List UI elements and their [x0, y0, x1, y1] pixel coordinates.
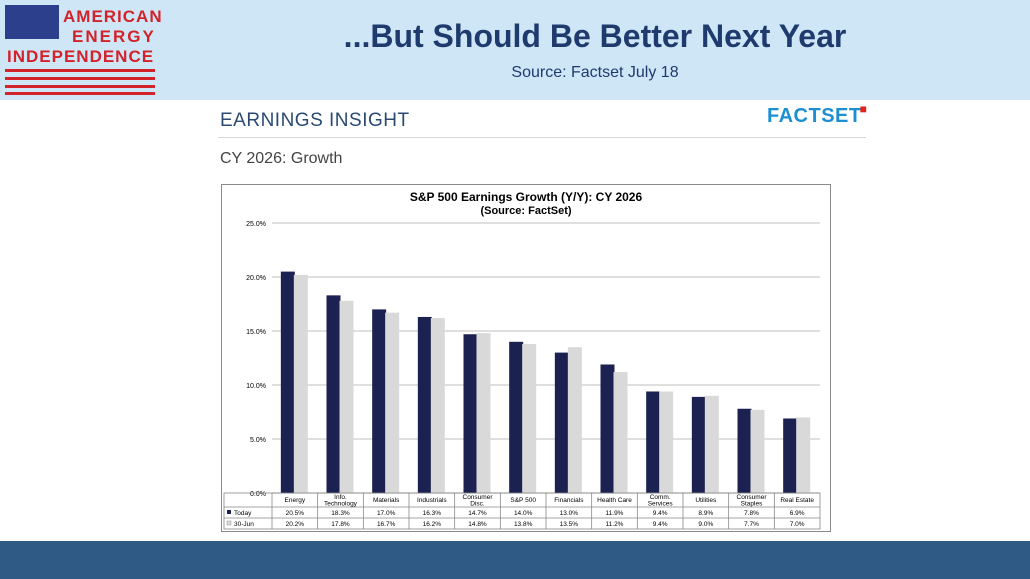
bar-30jun	[476, 333, 491, 493]
slide-footer	[0, 541, 1030, 579]
legend-swatch	[226, 520, 232, 526]
x-tick-label: Info.	[334, 494, 347, 501]
earnings-insight-label: EARNINGS INSIGHT	[220, 110, 410, 131]
data-label: 8.9%	[698, 510, 713, 517]
data-label: 20.2%	[286, 521, 305, 528]
x-tick-label: Real Estate	[780, 497, 814, 504]
bar-30jun	[796, 417, 811, 493]
data-label: 17.0%	[377, 510, 396, 517]
data-label: 16.7%	[377, 521, 396, 528]
y-tick-label: 0.0%	[250, 491, 266, 498]
data-label: 17.8%	[331, 521, 350, 528]
chart-heading: CY 2026: Growth	[220, 150, 343, 167]
factset-logo: FACTSET■	[767, 102, 869, 128]
bar-today	[280, 271, 295, 493]
logo-line-1: AMERICAN	[63, 7, 163, 26]
data-label: 13.5%	[560, 521, 579, 528]
chart-subtitle: (Source: FactSet)	[480, 205, 571, 217]
bar-today	[326, 295, 341, 493]
bar-today	[463, 334, 478, 493]
x-tick-label: Disc.	[470, 501, 485, 508]
x-tick-label: Staples	[741, 501, 763, 508]
bar-30jun	[659, 391, 674, 493]
data-label: 16.3%	[423, 510, 442, 517]
aei-logo: AMERICAN ENERGY INDEPENDENCE	[5, 5, 162, 95]
x-tick-label: Consumer	[463, 494, 494, 501]
logo-line-3: INDEPENDENCE	[7, 47, 155, 66]
data-label: 7.0%	[790, 521, 805, 528]
bar-30jun	[522, 343, 537, 493]
bar-today	[646, 391, 661, 493]
x-tick-label: S&P 500	[510, 497, 536, 504]
data-label: 7.7%	[744, 521, 759, 528]
x-tick-label: Health Care	[597, 497, 632, 504]
divider	[218, 137, 866, 138]
legend-label: 30-Jun	[234, 521, 254, 528]
x-tick-label: Services	[648, 501, 674, 508]
chart-frame: S&P 500 Earnings Growth (Y/Y): CY 2026 (…	[221, 184, 831, 532]
bar-30jun	[750, 409, 765, 493]
bar-today	[737, 408, 752, 493]
bar-30jun	[567, 347, 582, 493]
factset-dot-icon: ■	[859, 102, 868, 116]
x-tick-label: Utilities	[695, 497, 717, 504]
y-tick-label: 20.0%	[246, 275, 266, 282]
y-tick-label: 15.0%	[246, 329, 266, 336]
y-tick-label: 5.0%	[250, 437, 266, 444]
bar-today	[554, 352, 569, 493]
bar-30jun	[385, 312, 400, 493]
data-table-border	[223, 492, 821, 530]
data-label: 6.9%	[790, 510, 805, 517]
bar-30jun	[430, 318, 445, 493]
data-label: 7.8%	[744, 510, 759, 517]
bar-30jun	[339, 300, 354, 493]
y-tick-label: 10.0%	[246, 383, 266, 390]
bar-30jun	[613, 372, 628, 493]
bar-chart: S&P 500 Earnings Growth (Y/Y): CY 2026 (…	[223, 190, 821, 530]
bar-today	[783, 418, 798, 493]
x-tick-label: Industrials	[417, 497, 447, 504]
x-tick-label: Comm.	[650, 494, 671, 501]
bar-30jun	[704, 395, 719, 493]
logo-stripes	[5, 69, 155, 95]
data-label: 20.5%	[286, 510, 305, 517]
bar-today	[600, 364, 615, 493]
bar-today	[691, 396, 706, 493]
data-label: 11.9%	[606, 510, 624, 517]
data-label: 13.8%	[514, 521, 533, 528]
data-label: 18.3%	[331, 510, 350, 517]
slide-title: ...But Should Be Better Next Year	[343, 18, 847, 54]
data-label: 13.0%	[560, 510, 579, 517]
us-flag-icon	[5, 5, 59, 39]
slide-header: AMERICAN ENERGY INDEPENDENCE ...But Shou…	[0, 0, 1030, 100]
data-label: 14.8%	[468, 521, 487, 528]
x-tick-label: Materials	[373, 497, 400, 504]
data-label: 16.2%	[423, 521, 442, 528]
y-tick-label: 25.0%	[246, 221, 266, 228]
x-tick-label: Technology	[324, 501, 358, 508]
logo-line-2: ENERGY	[72, 27, 156, 46]
chart-title: S&P 500 Earnings Growth (Y/Y): CY 2026	[410, 190, 643, 204]
x-tick-label: Consumer	[737, 494, 768, 501]
data-label: 14.0%	[514, 510, 533, 517]
data-label: 9.4%	[653, 521, 668, 528]
data-label: 14.7%	[468, 510, 487, 517]
data-label: 9.0%	[698, 521, 713, 528]
legend-swatch	[227, 510, 231, 514]
bar-today	[509, 341, 524, 493]
data-label: 9.4%	[653, 510, 668, 517]
bar-today	[417, 316, 432, 493]
data-label: 11.2%	[606, 521, 624, 528]
bar-30jun	[293, 274, 308, 493]
factset-wordmark: FACTSET	[767, 105, 862, 127]
legend-label: Today	[234, 510, 252, 517]
slide-subtitle: Source: Factset July 18	[511, 64, 679, 81]
bar-today	[372, 309, 387, 493]
x-tick-label: Financials	[554, 497, 584, 504]
x-tick-label: Energy	[285, 497, 306, 504]
